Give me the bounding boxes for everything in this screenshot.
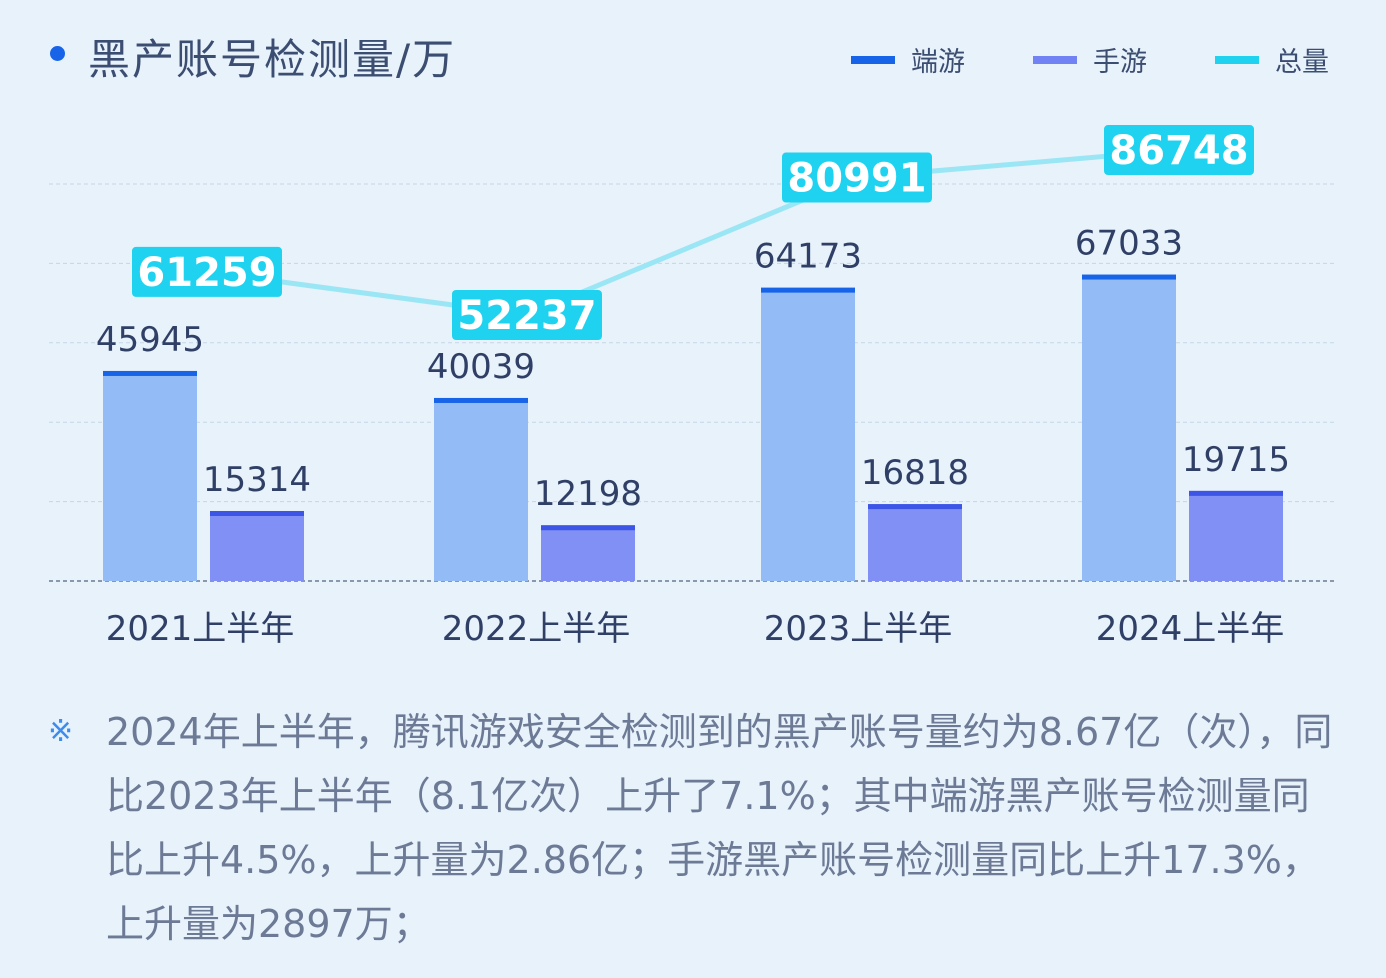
legend-item-pc: 端游 xyxy=(851,40,965,79)
legend-swatch xyxy=(1033,55,1077,64)
total-data-label: 80991 xyxy=(787,156,926,202)
bar-mobile xyxy=(868,504,962,581)
x-tick-label: 2022上半年 xyxy=(442,609,631,649)
legend-item-total: 总量 xyxy=(1215,40,1329,79)
data-label: 16818 xyxy=(861,453,969,493)
data-label: 45945 xyxy=(96,320,204,360)
bar-pc xyxy=(761,287,855,581)
bar-cap xyxy=(1082,274,1176,280)
data-label: 19715 xyxy=(1182,440,1290,480)
note-text: 2024年上半年，腾讯游戏安全检测到的黑产账号量约为8.67亿（次），同比202… xyxy=(106,710,1333,946)
reference-mark-icon: ※ xyxy=(48,714,74,749)
bar-cap xyxy=(103,370,197,376)
total-label-box xyxy=(132,246,282,297)
total-line xyxy=(206,147,1180,318)
legend-label: 总量 xyxy=(1275,47,1329,78)
bar-cap xyxy=(868,504,962,510)
total-data-label: 61259 xyxy=(137,250,276,296)
bar-cap xyxy=(210,510,304,516)
total-label-box xyxy=(452,290,602,340)
x-tick-label: 2023上半年 xyxy=(764,609,953,649)
total-data-label: 86748 xyxy=(1109,128,1248,174)
bar-pc xyxy=(103,370,197,581)
legend-swatch xyxy=(851,55,895,64)
title-bullet-icon xyxy=(50,46,65,61)
data-label: 40039 xyxy=(427,347,535,387)
bar-mobile xyxy=(210,510,304,581)
total-label-box xyxy=(782,152,932,203)
bar-mobile xyxy=(1189,490,1283,581)
bar-pc xyxy=(1082,274,1176,581)
chart-title: 黑产账号检测量/万 xyxy=(88,35,457,84)
data-label: 12198 xyxy=(534,474,642,514)
bar-cap xyxy=(761,287,855,293)
legend-label: 端游 xyxy=(911,47,965,78)
bar-mobile xyxy=(541,525,635,581)
x-tick-label: 2024上半年 xyxy=(1096,609,1285,649)
bar-cap xyxy=(541,525,635,531)
legend-swatch xyxy=(1215,55,1259,64)
data-label: 15314 xyxy=(203,460,311,500)
bar-pc xyxy=(434,397,528,581)
bar-cap xyxy=(434,397,528,403)
data-label: 64173 xyxy=(754,237,862,277)
legend-label: 手游 xyxy=(1093,47,1147,78)
chart-plot: 2021上半年 2022上半年 2023上半年 2024上半年 45945 40039 64… xyxy=(49,125,1335,649)
bar-cap xyxy=(1189,490,1283,496)
x-tick-label: 2021上半年 xyxy=(106,609,295,649)
total-label-box xyxy=(1104,125,1254,176)
legend-item-mobile: 手游 xyxy=(1033,40,1147,79)
data-label: 67033 xyxy=(1075,224,1183,264)
total-data-label: 52237 xyxy=(457,293,596,339)
